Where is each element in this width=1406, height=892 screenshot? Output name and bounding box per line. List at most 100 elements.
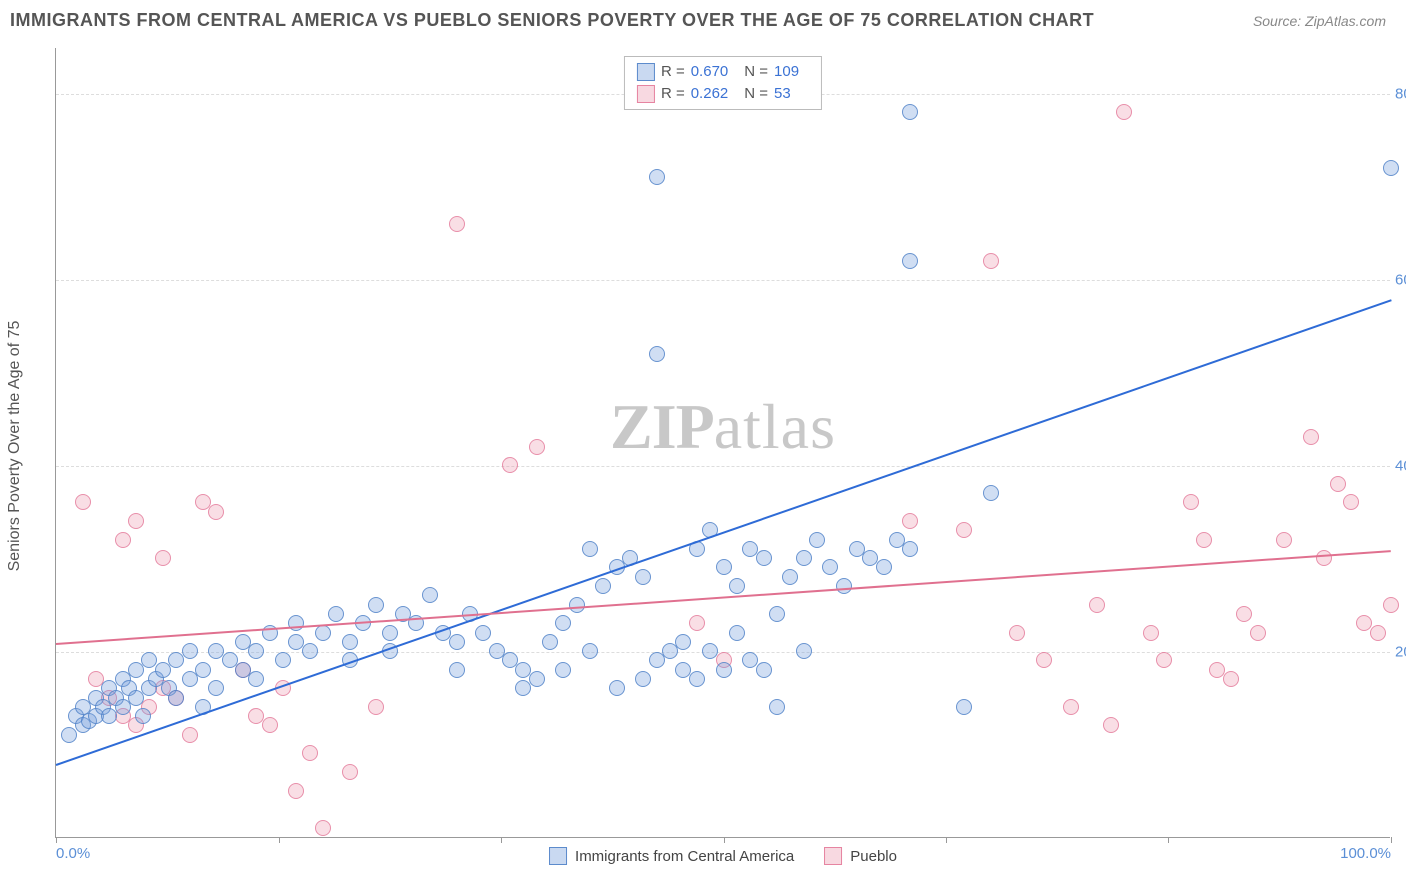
legend-series: Immigrants from Central America Pueblo [549,847,897,865]
trend-line-blue [56,299,1392,766]
legend-swatch-blue [637,63,655,81]
legend-r-label: R = [661,61,685,83]
legend-n-value: 109 [774,61,799,83]
scatter-point-pink [1370,625,1386,641]
scatter-point-pink [302,745,318,761]
scatter-point-blue [635,671,651,687]
scatter-point-blue [902,253,918,269]
scatter-point-blue [342,634,358,650]
scatter-point-blue [729,625,745,641]
scatter-point-blue [449,662,465,678]
scatter-point-blue [422,587,438,603]
legend-swatch-pink [637,85,655,103]
scatter-point-blue [635,569,651,585]
scatter-point-blue [595,578,611,594]
legend-r-value: 0.262 [691,83,729,105]
scatter-point-blue [1383,160,1399,176]
scatter-point-pink [1343,494,1359,510]
scatter-point-pink [1156,652,1172,668]
scatter-point-blue [876,559,892,575]
legend-series-item: Immigrants from Central America [549,847,794,865]
scatter-point-pink [1330,476,1346,492]
legend-n-value: 53 [774,83,791,105]
watermark: ZIPatlas [610,390,836,464]
scatter-point-blue [796,643,812,659]
x-tick-mark [56,837,57,843]
scatter-point-pink [1116,104,1132,120]
scatter-point-pink [155,550,171,566]
legend-row: R = 0.262 N = 53 [637,83,809,105]
x-tick-mark [279,837,280,843]
legend-series-item: Pueblo [824,847,897,865]
scatter-point-blue [675,634,691,650]
scatter-point-blue [756,550,772,566]
scatter-point-pink [182,727,198,743]
scatter-point-pink [1183,494,1199,510]
scatter-point-blue [742,652,758,668]
scatter-point-pink [1196,532,1212,548]
legend-series-label: Immigrants from Central America [575,848,794,865]
scatter-point-pink [1143,625,1159,641]
scatter-point-pink [315,820,331,836]
scatter-point-blue [195,662,211,678]
scatter-point-blue [248,643,264,659]
scatter-point-pink [1009,625,1025,641]
x-tick-mark [946,837,947,843]
y-tick-label: 60.0% [1395,272,1406,289]
legend-series-label: Pueblo [850,848,897,865]
scatter-point-blue [836,578,852,594]
scatter-point-blue [208,680,224,696]
scatter-point-blue [702,643,718,659]
scatter-point-blue [716,559,732,575]
scatter-point-blue [902,104,918,120]
scatter-point-blue [582,541,598,557]
y-tick-label: 40.0% [1395,458,1406,475]
scatter-point-blue [135,708,151,724]
scatter-point-blue [769,699,785,715]
scatter-point-pink [1236,606,1252,622]
x-tick-label: 100.0% [1340,845,1391,862]
scatter-point-blue [649,346,665,362]
chart-source: Source: ZipAtlas.com [1253,13,1386,29]
scatter-point-blue [716,662,732,678]
scatter-point-pink [1063,699,1079,715]
scatter-point-pink [75,494,91,510]
scatter-point-pink [262,717,278,733]
x-tick-mark [501,837,502,843]
scatter-point-blue [182,643,198,659]
scatter-point-blue [275,652,291,668]
scatter-point-blue [328,606,344,622]
scatter-point-blue [382,625,398,641]
x-tick-label: 0.0% [56,845,90,862]
chart-title: IMMIGRANTS FROM CENTRAL AMERICA VS PUEBL… [10,10,1094,31]
scatter-point-pink [288,783,304,799]
scatter-point-pink [1276,532,1292,548]
scatter-point-pink [115,532,131,548]
scatter-point-blue [248,671,264,687]
scatter-point-pink [368,699,384,715]
scatter-point-pink [1303,429,1319,445]
scatter-point-pink [529,439,545,455]
scatter-point-pink [1223,671,1239,687]
scatter-point-blue [649,169,665,185]
scatter-point-blue [288,615,304,631]
scatter-point-blue [582,643,598,659]
scatter-point-blue [956,699,972,715]
scatter-point-blue [368,597,384,613]
scatter-point-blue [168,690,184,706]
x-tick-mark [724,837,725,843]
scatter-point-blue [315,625,331,641]
scatter-point-pink [1036,652,1052,668]
gridline [56,466,1390,467]
legend-n-label: N = [744,83,768,105]
legend-row: R =0.670N =109 [637,61,809,83]
x-tick-mark [1391,837,1392,843]
y-axis-label: Seniors Poverty Over the Age of 75 [6,321,24,572]
scatter-point-blue [542,634,558,650]
legend-r-label: R = [661,83,685,105]
legend-correlation-box: R =0.670N =109R = 0.262 N = 53 [624,56,822,110]
scatter-point-pink [1383,597,1399,613]
scatter-point-blue [475,625,491,641]
scatter-point-blue [569,597,585,613]
scatter-point-blue [822,559,838,575]
